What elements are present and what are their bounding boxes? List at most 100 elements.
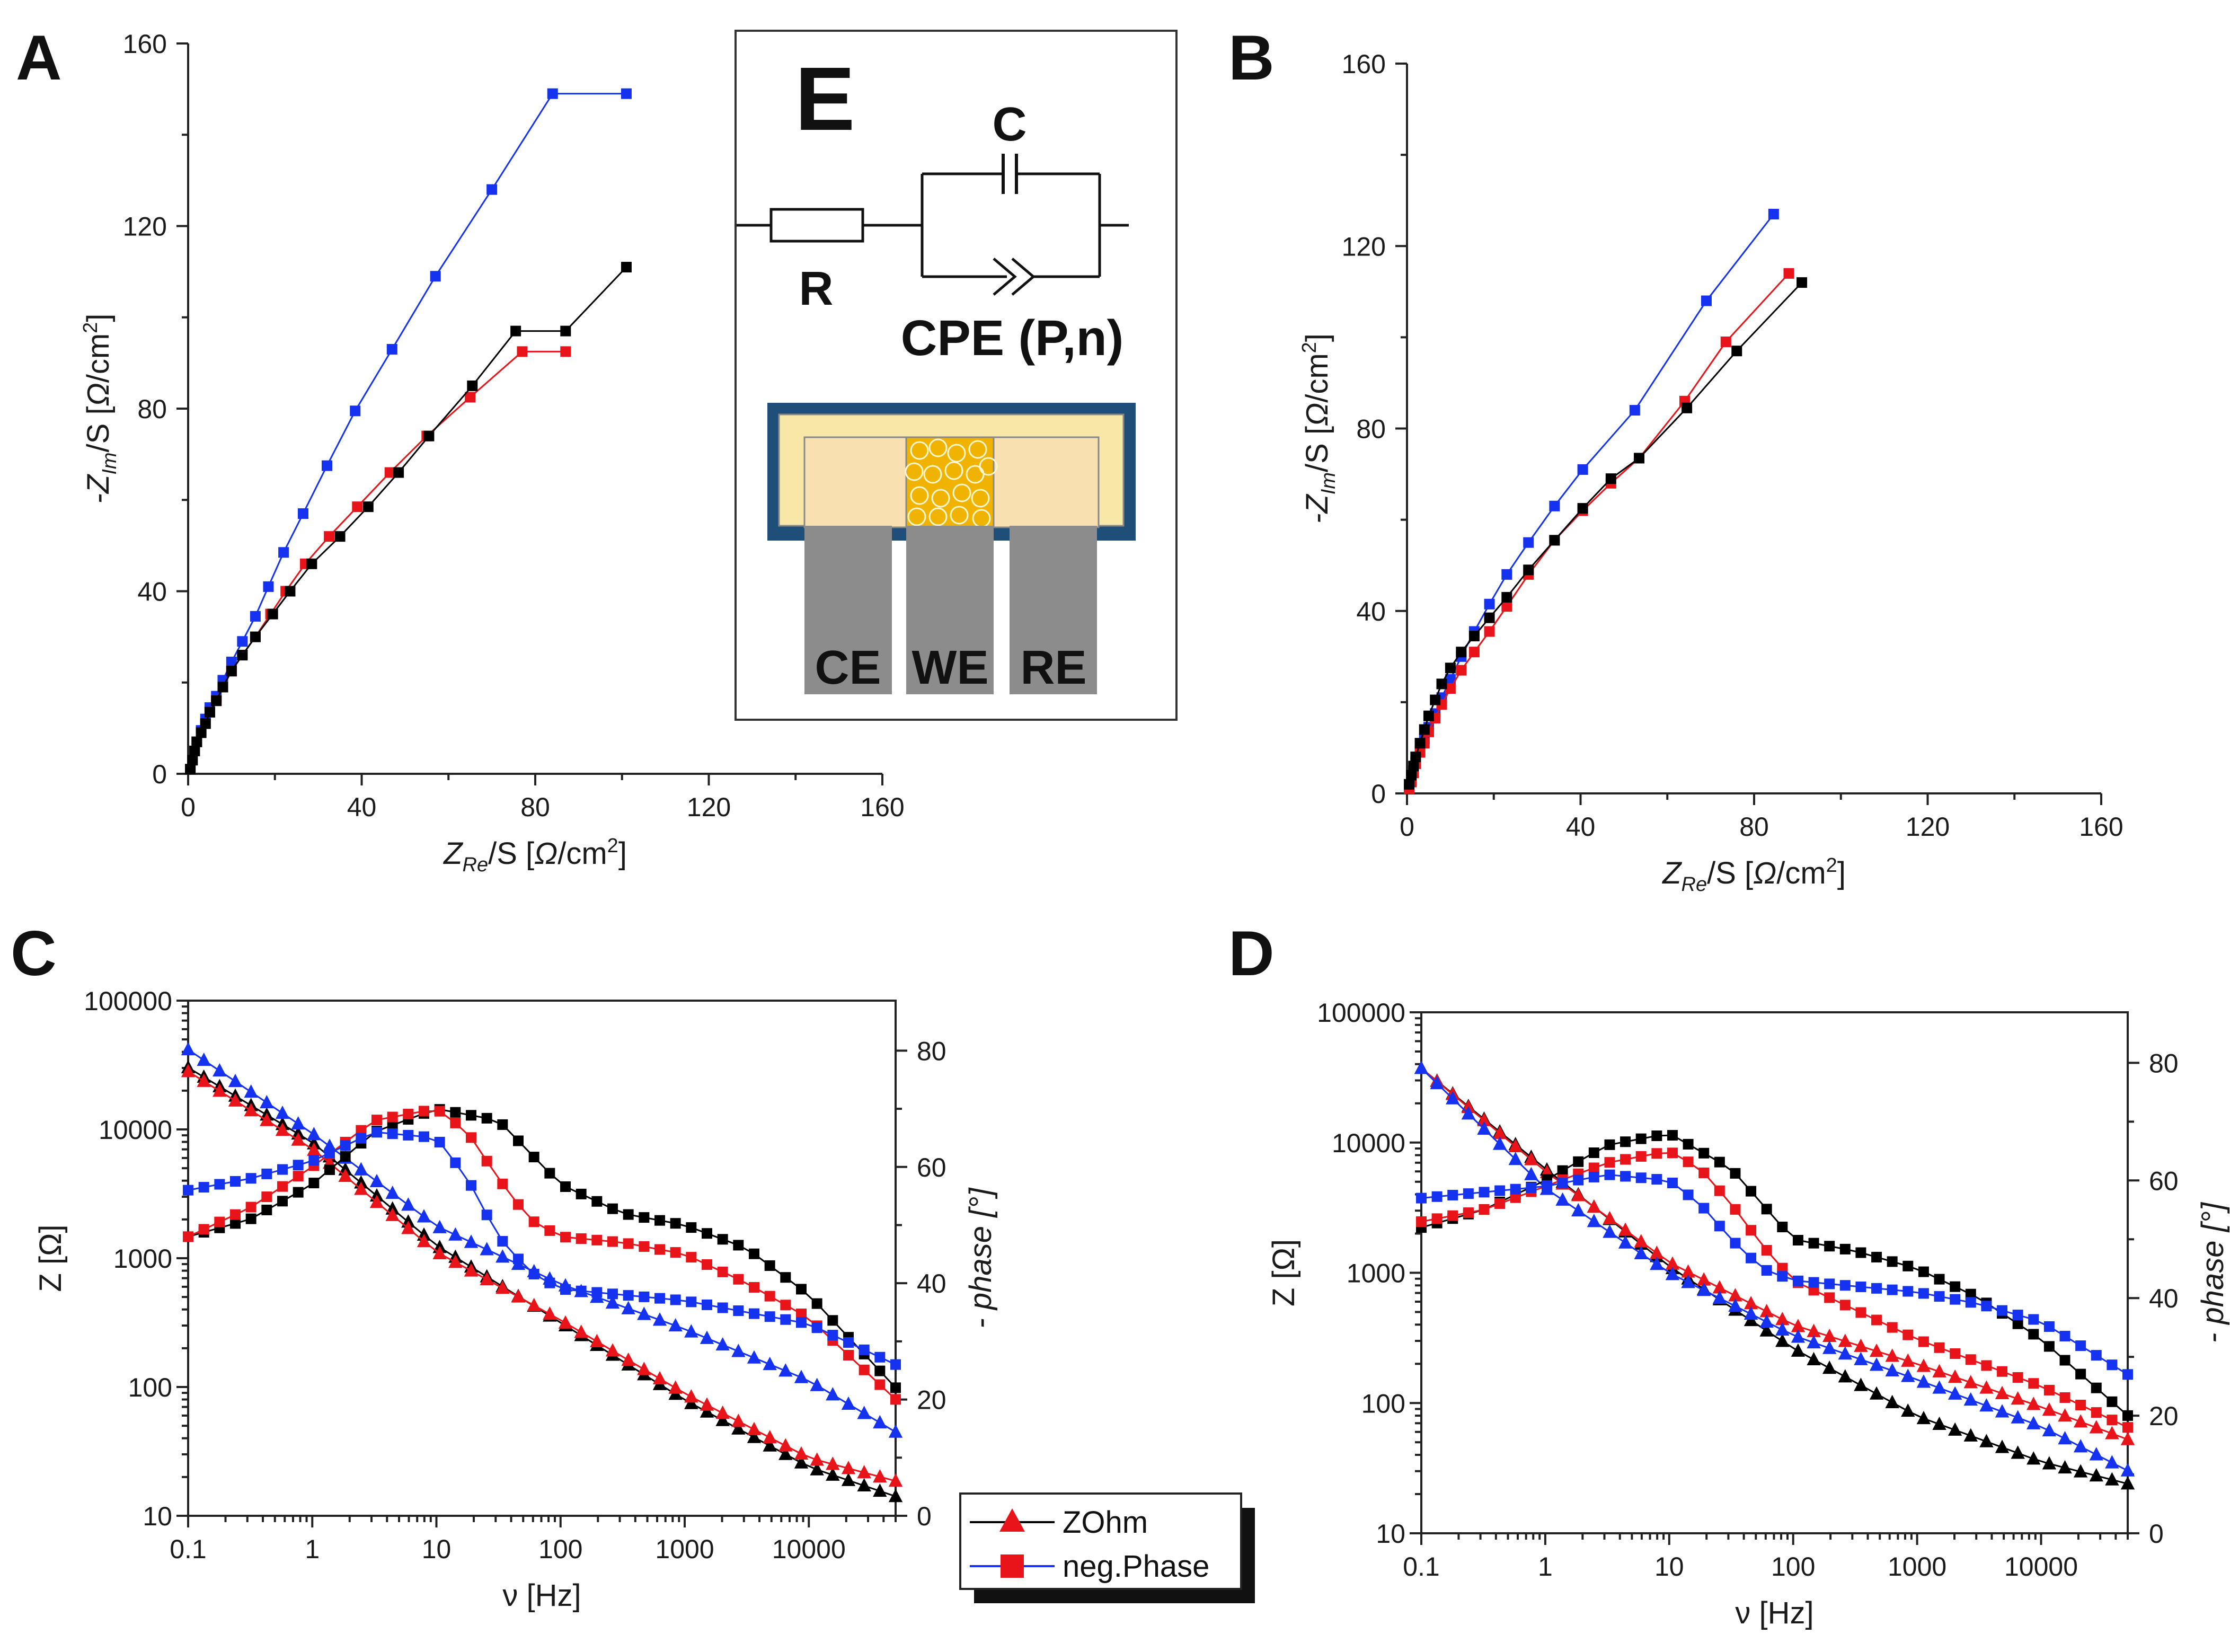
y-tick-label: 0: [152, 759, 167, 789]
film-grain: [907, 507, 926, 526]
impedance-point: [2027, 1451, 2041, 1465]
phase-point: [1698, 1147, 1710, 1159]
phase-point: [2107, 1396, 2118, 1407]
phase-point: [544, 1168, 555, 1179]
impedance-point: [1759, 1314, 1774, 1328]
inset-label: E: [795, 49, 855, 149]
data-point-black: [1406, 770, 1417, 781]
impedance-point: [354, 1181, 368, 1195]
impedance-point: [1807, 1323, 1821, 1337]
phase-point: [513, 1199, 524, 1210]
phase-point: [686, 1296, 697, 1308]
impedance-point: [1854, 1377, 1868, 1391]
impedance-point: [810, 1377, 824, 1391]
phase-point: [1950, 1294, 1961, 1305]
phase-point: [1573, 1156, 1584, 1167]
electrode-label-we: WE: [912, 641, 989, 694]
phase-point: [859, 1364, 870, 1375]
phase-point: [1981, 1360, 1992, 1371]
impedance-line: [1421, 1067, 2128, 1441]
impedance-point: [181, 1041, 196, 1056]
data-point-black: [1682, 402, 1693, 413]
phase-point: [717, 1234, 728, 1245]
impedance-point: [841, 1472, 856, 1486]
impedance-point: [1555, 1192, 1570, 1206]
film-grain: [928, 507, 948, 526]
phase-point: [466, 1180, 476, 1191]
impedance-point: [1775, 1322, 1790, 1336]
impedance-point: [1916, 1410, 1931, 1425]
impedance-point: [731, 1414, 746, 1427]
phase-point: [2107, 1415, 2118, 1426]
data-point-blue: [237, 636, 248, 647]
phase-point: [2075, 1340, 2086, 1351]
phase-point: [1887, 1284, 1898, 1295]
phase-point: [1667, 1130, 1678, 1141]
data-point-black: [393, 467, 404, 478]
phase-point: [2091, 1350, 2102, 1361]
legend-triangle-marker: [999, 1508, 1025, 1532]
impedance-point: [1712, 1280, 1727, 1294]
axis-title-part: /cm: [558, 836, 607, 871]
y2-tick-label: 80: [2149, 1048, 2179, 1078]
impedance-point: [464, 1234, 479, 1248]
impedance-point: [464, 1263, 479, 1277]
phase-point: [214, 1216, 225, 1227]
phase-point: [513, 1135, 524, 1146]
phase-point: [654, 1293, 665, 1304]
impedance-point: [1712, 1291, 1727, 1304]
impedance-point: [1697, 1283, 1711, 1296]
impedance-point: [1492, 1136, 1507, 1150]
phase-point: [293, 1171, 304, 1182]
y-tick-label: 40: [1356, 597, 1386, 626]
phase-line: [188, 1108, 897, 1389]
impedance-point: [1791, 1329, 1806, 1343]
impedance-point: [432, 1220, 447, 1233]
phase-point: [811, 1298, 822, 1309]
impedance-point: [778, 1363, 793, 1377]
data-point-red: [1720, 336, 1731, 347]
impedance-point: [244, 1103, 258, 1117]
axis-title-part: 2: [1298, 342, 1321, 353]
x-tick-label: 1000: [655, 1534, 714, 1564]
x-tick-label: 10: [422, 1534, 452, 1564]
impedance-point: [495, 1249, 510, 1263]
impedance-point: [888, 1473, 903, 1487]
phase-point: [2122, 1410, 2133, 1421]
phase-point: [1902, 1260, 1914, 1271]
impedance-point: [1995, 1404, 2010, 1418]
impedance-point: [1587, 1214, 1601, 1227]
phase-point: [513, 1253, 524, 1265]
impedance-point: [1650, 1245, 1664, 1259]
phase-point: [1981, 1301, 1992, 1312]
impedance-point: [1477, 1112, 1491, 1126]
impedance-point: [1995, 1385, 2010, 1399]
film-grain: [910, 441, 929, 460]
phase-point: [371, 1127, 382, 1138]
y2-tick-label: 80: [917, 1036, 946, 1066]
phase-point: [1934, 1274, 1945, 1285]
impedance-point: [873, 1469, 887, 1483]
phase-point: [874, 1351, 886, 1363]
phase-point: [780, 1300, 791, 1311]
phase-point: [544, 1277, 555, 1288]
data-point-black: [1634, 453, 1645, 464]
phase-point: [1683, 1138, 1694, 1150]
film-grain: [910, 486, 929, 505]
cpe-label: CPE (P,n): [901, 310, 1124, 366]
impedance-point: [715, 1412, 730, 1426]
impedance-point: [1838, 1333, 1852, 1347]
phase-point: [2028, 1378, 2039, 1389]
impedance-point: [1414, 1061, 1429, 1074]
phase-point: [670, 1218, 681, 1229]
data-point-black: [306, 558, 317, 569]
impedance-point: [747, 1429, 762, 1443]
impedance-point: [307, 1142, 321, 1156]
impedance-point: [763, 1356, 777, 1371]
data-point-red: [324, 531, 335, 542]
data-point-red: [384, 467, 395, 478]
resistor-symbol: [769, 208, 864, 243]
phase-point: [1620, 1171, 1631, 1182]
phase-point: [403, 1129, 414, 1141]
impedance-point: [260, 1094, 274, 1109]
